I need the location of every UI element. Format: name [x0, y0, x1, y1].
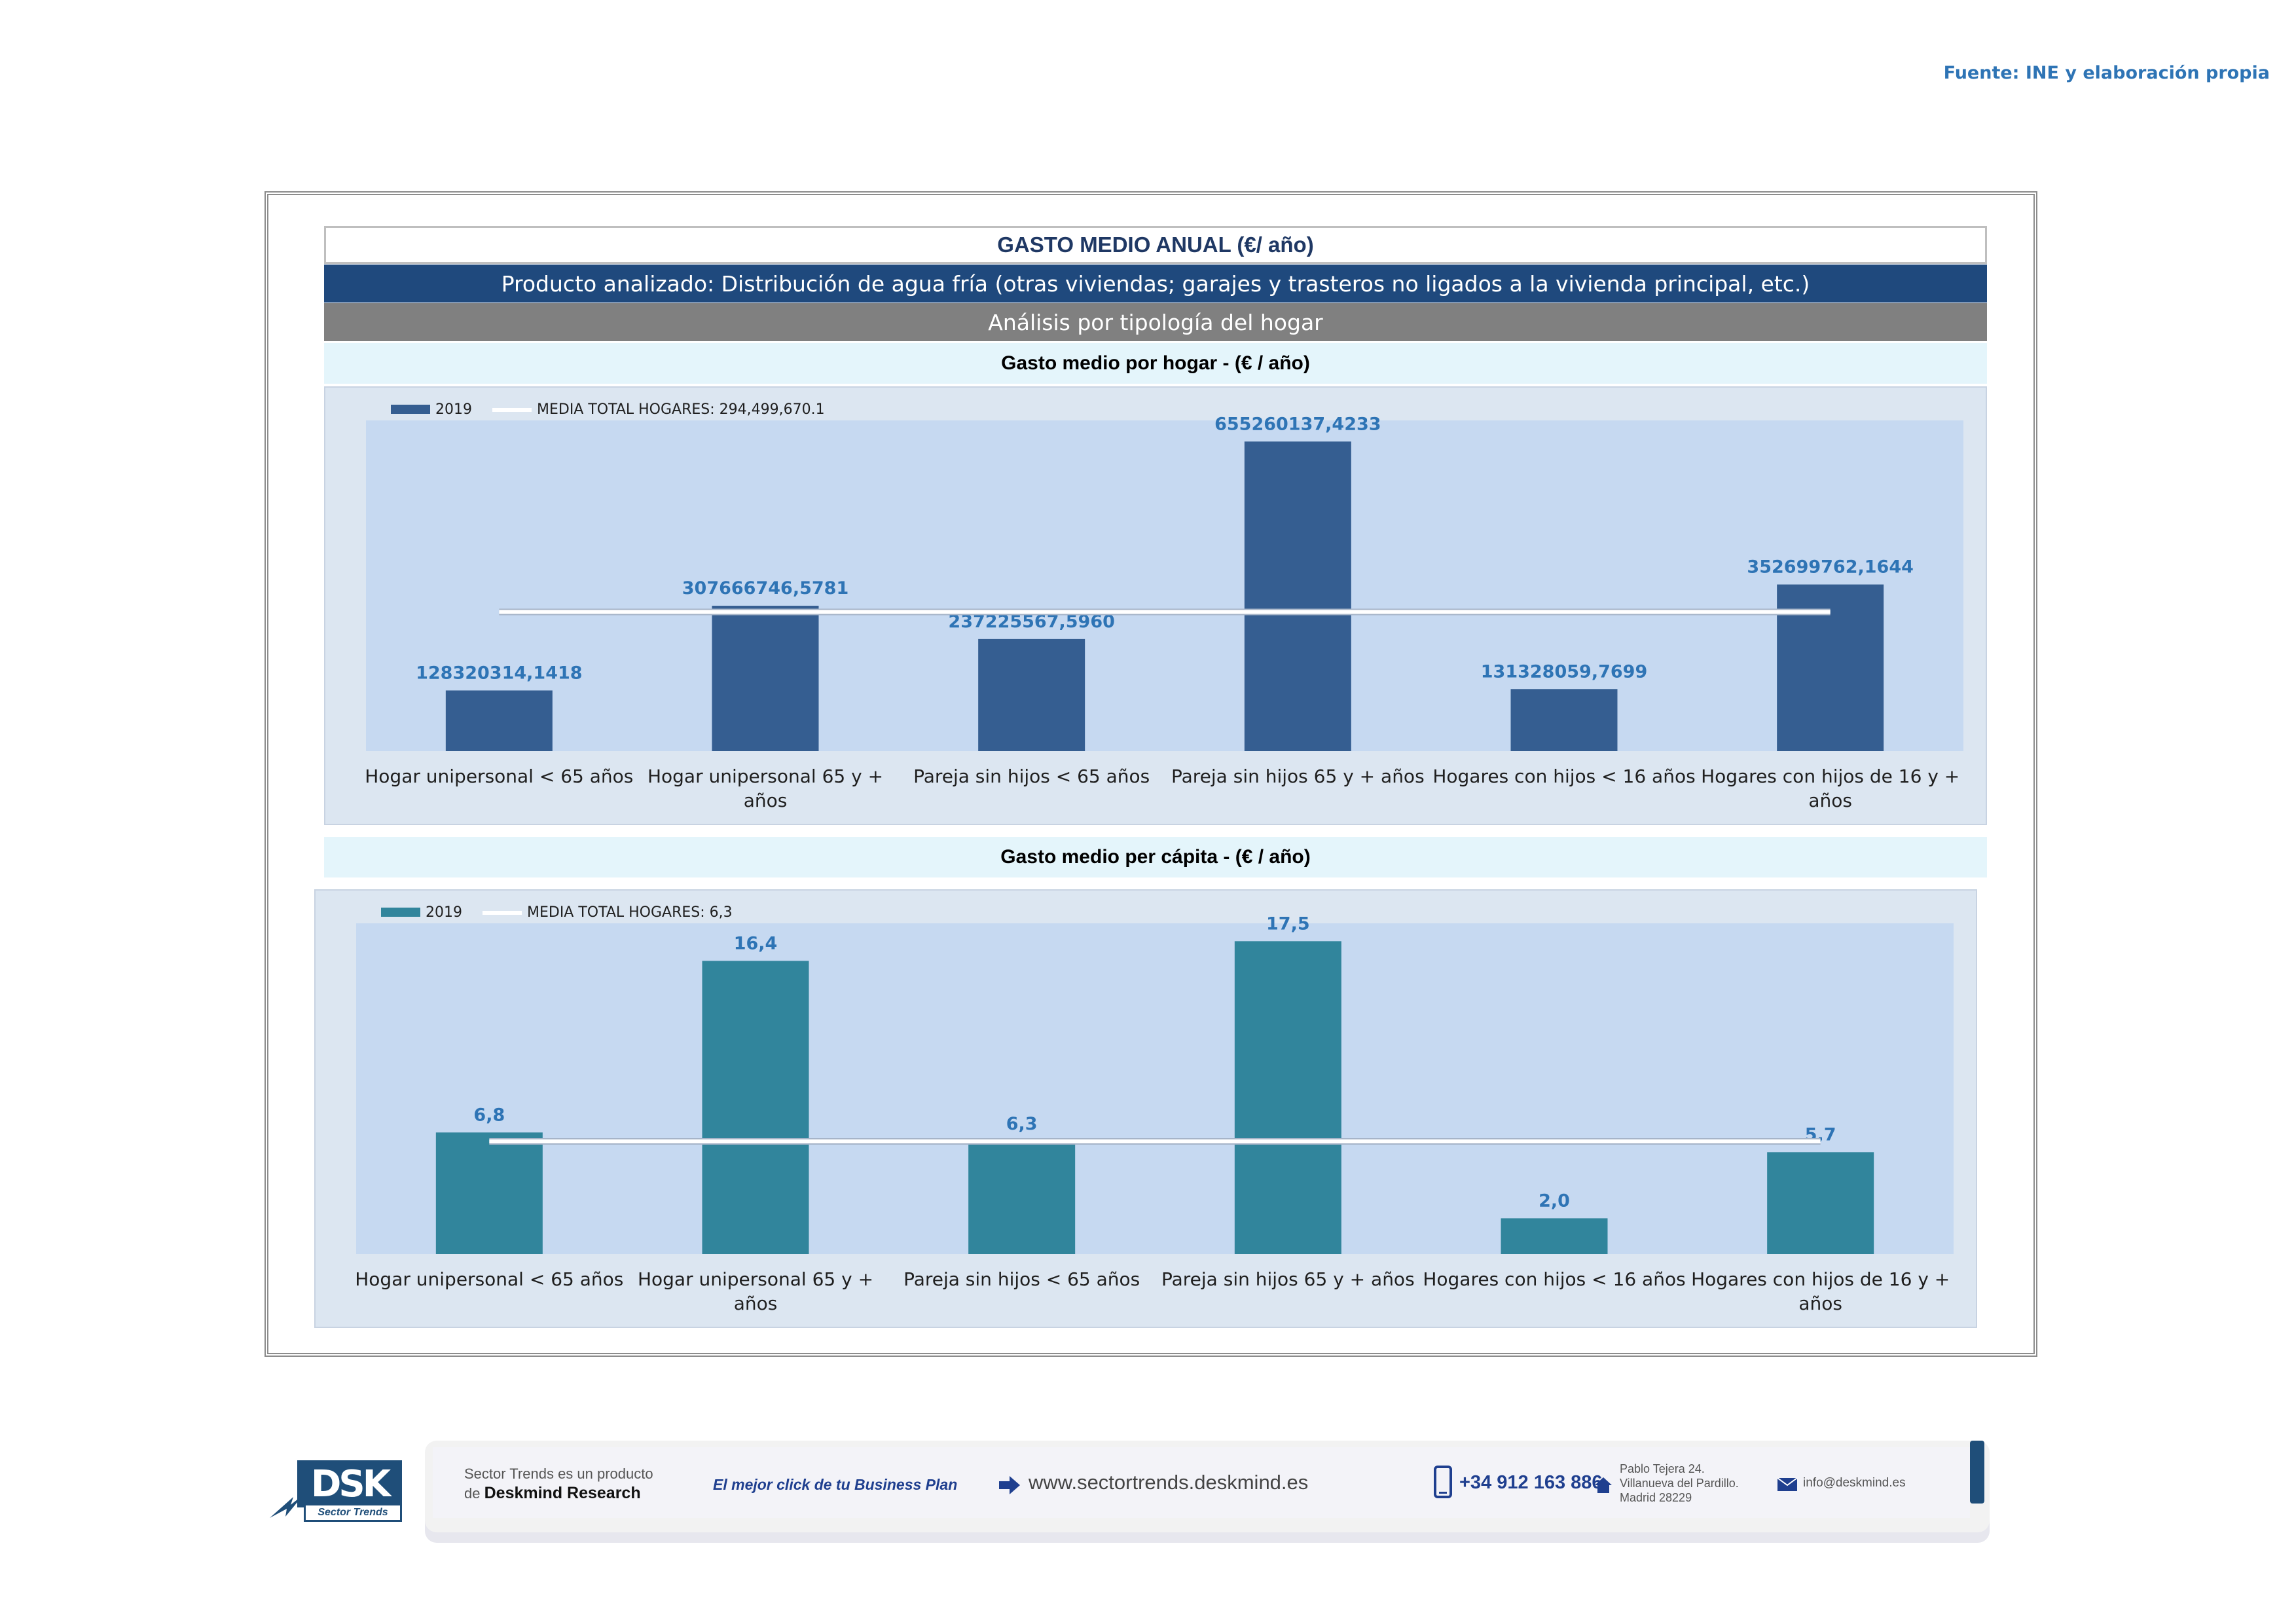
pc-data-label-2: 16,4: [734, 933, 778, 953]
footer-banner-inner: [433, 1447, 1970, 1518]
pc-bar-1: [435, 1132, 543, 1254]
hh-category-label-4: Pareja sin hijos 65 y + años: [1171, 766, 1425, 787]
hh-category-label-6-line-2: años: [1808, 790, 1852, 811]
section-title-household: Gasto medio por hogar - (€ / año): [324, 343, 1987, 384]
footer: DSK Sector Trends Sector Trends es un pr…: [264, 1428, 2019, 1559]
pc-category-label-1: Hogar unipersonal < 65 años: [355, 1268, 623, 1290]
section-title-percapita: Gasto medio per cápita - (€ / año): [324, 837, 1987, 877]
hh-category-label-2: Hogar unipersonal 65 y +: [647, 766, 883, 787]
banner-tab: [1970, 1441, 1984, 1504]
address-line-1: Pablo Tejera 24.: [1620, 1462, 1705, 1475]
hh-category-label-3: Pareja sin hijos < 65 años: [913, 766, 1150, 787]
hh-bar-4: [1244, 441, 1351, 751]
pc-legend: 2019 MEDIA TOTAL HOGARES: 6,3: [381, 904, 733, 921]
report-title: GASTO MEDIO ANUAL (€/ año): [324, 226, 1987, 264]
analysis-banner: Análisis por tipología del hogar: [324, 303, 1987, 341]
phone-number[interactable]: +34 912 163 886: [1459, 1472, 1603, 1493]
pc-category-label-2-line-2: años: [734, 1293, 778, 1314]
pc-data-label-1: 6,8: [473, 1105, 505, 1125]
hh-data-label-2: 307666746,5781: [682, 578, 848, 599]
pc-bar-3: [968, 1141, 1076, 1254]
pc-bar-5: [1501, 1218, 1608, 1254]
chart-household-svg: 2019 MEDIA TOTAL HOGARES: 294,499,670.1 12…: [365, 401, 1963, 811]
hh-data-label-5: 131328059,7699: [1481, 661, 1647, 682]
logo-subtitle: Sector Trends: [304, 1504, 402, 1522]
hh-category-label-2-line-2: años: [744, 790, 788, 811]
chart-percapita-svg: 2019 MEDIA TOTAL HOGARES: 6,3 6,8 Hogar uni…: [355, 904, 1954, 1314]
hh-legend-series: 2019: [435, 401, 472, 418]
pc-bar-4: [1234, 941, 1341, 1254]
hh-data-label-6: 352699762,1644: [1747, 557, 1913, 578]
pc-legend-reference: MEDIA TOTAL HOGARES: 6,3: [527, 904, 733, 921]
hh-data-label-4: 655260137,4233: [1214, 414, 1381, 434]
hh-legend-swatch: [391, 405, 430, 414]
address: Pablo Tejera 24. Villanueva del Pardillo…: [1620, 1462, 1739, 1505]
mail-icon: [1777, 1477, 1798, 1491]
hh-category-label-1: Hogar unipersonal < 65 años: [365, 766, 633, 787]
pc-data-label-4: 17,5: [1266, 913, 1310, 934]
chart-percapita: 2019 MEDIA TOTAL HOGARES: 6,3 6,8 Hogar uni…: [314, 889, 1977, 1328]
hh-bar-2: [712, 606, 819, 751]
product-line-2: de Deskmind Research: [464, 1484, 641, 1503]
website-link[interactable]: www.sectortrends.deskmind.es: [1029, 1471, 1309, 1494]
pc-data-label-5: 2,0: [1539, 1190, 1570, 1211]
chart-household: 2019 MEDIA TOTAL HOGARES: 294,499,670.1 12…: [324, 386, 1987, 825]
phone-icon: [1434, 1466, 1452, 1498]
product-line-1: Sector Trends es un producto: [464, 1466, 653, 1482]
slogan: El mejor click de tu Business Plan: [713, 1476, 958, 1493]
logo: DSK: [297, 1460, 402, 1507]
arrow-right-icon: [999, 1476, 1020, 1494]
home-icon: [1595, 1477, 1612, 1493]
pc-category-label-4: Pareja sin hijos 65 y + años: [1161, 1268, 1415, 1290]
pc-legend-swatch: [381, 908, 420, 917]
pc-legend-series: 2019: [426, 904, 462, 921]
logo-arrow-icon: [270, 1494, 304, 1518]
pc-bar-2: [702, 961, 809, 1254]
hh-bar-1: [445, 690, 553, 751]
email-link[interactable]: info@deskmind.es: [1803, 1476, 1906, 1490]
pc-category-label-5: Hogares con hijos < 16 años: [1423, 1268, 1685, 1290]
pc-category-label-3: Pareja sin hijos < 65 años: [903, 1268, 1140, 1290]
pc-data-label-3: 6,3: [1006, 1114, 1038, 1134]
pc-category-label-6: Hogares con hijos de 16 y +: [1691, 1268, 1950, 1290]
hh-legend: 2019 MEDIA TOTAL HOGARES: 294,499,670.1: [391, 401, 825, 418]
pc-category-label-6-line-2: años: [1798, 1293, 1842, 1314]
source-note: Fuente: INE y elaboración propia: [1943, 63, 2270, 83]
pc-plot-area: [356, 923, 1954, 1254]
pc-bar-6: [1767, 1152, 1874, 1254]
hh-bar-5: [1510, 689, 1618, 751]
footer-banner: Sector Trends es un producto de Deskmind…: [425, 1441, 1990, 1532]
address-line-2: Villanueva del Pardillo.: [1620, 1477, 1739, 1490]
pc-category-label-2: Hogar unipersonal 65 y +: [638, 1268, 873, 1290]
hh-plot-area: [366, 420, 1963, 751]
address-line-3: Madrid 28229: [1620, 1491, 1692, 1504]
brand-name: Deskmind Research: [484, 1484, 641, 1502]
hh-data-label-1: 128320314,1418: [416, 663, 582, 683]
hh-category-label-6: Hogares con hijos de 16 y +: [1701, 766, 1959, 787]
hh-legend-reference: MEDIA TOTAL HOGARES: 294,499,670.1: [537, 401, 825, 418]
product-line-2-prefix: de: [464, 1485, 481, 1502]
hh-category-label-5: Hogares con hijos < 16 años: [1432, 766, 1695, 787]
product-banner: Producto analizado: Distribución de agua…: [324, 265, 1987, 303]
hh-bar-3: [978, 638, 1085, 751]
